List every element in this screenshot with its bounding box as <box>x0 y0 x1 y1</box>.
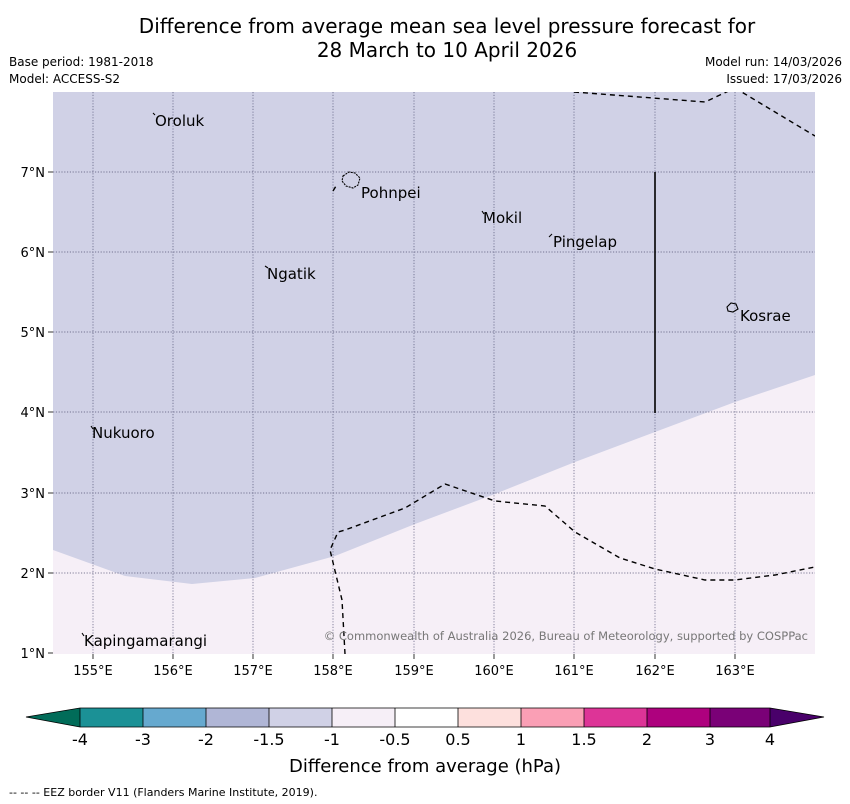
kapinga-island-mark <box>81 632 85 637</box>
issued-date: Issued: 17/03/2026 <box>726 72 842 86</box>
title-line-1: Difference from average mean sea level p… <box>138 14 756 38</box>
colorbar-title: Difference from average (hPa) <box>289 756 561 777</box>
eez-borders <box>329 92 815 654</box>
lat-label-4: 4°N <box>21 406 46 421</box>
colorbar-bin-3 <box>206 708 269 727</box>
lon-label-159: 159°E <box>394 664 434 679</box>
colorbar-label-7: 0.5 <box>445 730 470 749</box>
map-fill-layer: Oroluk Pohnpei Mokil Pingelap Ngatik Kos… <box>53 92 815 654</box>
colorbar-label-6: -0.5 <box>379 730 410 749</box>
label-kapingamarangi: Kapingamarangi <box>84 632 207 650</box>
eez-border-south <box>329 483 815 654</box>
title-line-2: 28 March to 10 April 2026 <box>316 38 578 62</box>
colorbar-bin-4 <box>269 708 332 727</box>
colorbar-label-2: -3 <box>135 730 151 749</box>
colorbar-label-1: -4 <box>72 730 88 749</box>
colorbar-under-arrow <box>26 708 80 727</box>
lon-label-155: 155°E <box>73 664 113 679</box>
lon-label-158: 158°E <box>313 664 353 679</box>
colorbar-bin-5 <box>332 708 395 727</box>
metadata-left: Base period: 1981-2018 Model: ACCESS-S2 <box>9 54 154 88</box>
lat-label-7: 7°N <box>21 166 46 181</box>
lat-label-5: 5°N <box>21 326 46 341</box>
islands <box>81 112 739 637</box>
colorbar-label-5: -1 <box>324 730 340 749</box>
fill-region-lavender <box>53 92 815 584</box>
colorbar-label-12: 4 <box>765 730 775 749</box>
lon-label-160: 160°E <box>474 664 514 679</box>
base-period: Base period: 1981-2018 <box>9 55 154 69</box>
nukuoro-island-mark <box>90 425 94 430</box>
footer-legend: -- -- -- EEZ border V11 (Flanders Marine… <box>9 786 318 799</box>
colorbar-label-10: 2 <box>642 730 652 749</box>
model-name: Model: ACCESS-S2 <box>9 72 121 86</box>
colorbar-bin-6 <box>395 708 458 727</box>
colorbar-label-11: 3 <box>705 730 715 749</box>
lat-label-6: 6°N <box>21 246 46 261</box>
lon-label-161: 161°E <box>554 664 594 679</box>
label-ngatik: Ngatik <box>267 265 316 283</box>
eez-border-top <box>573 92 729 103</box>
colorbar-bin-1 <box>80 708 143 727</box>
eez-border-pohnpei-stub <box>332 185 337 192</box>
lon-label-163: 163°E <box>715 664 755 679</box>
mokil-island-mark <box>481 210 485 215</box>
pohnpei-island-outline <box>341 171 361 189</box>
pingelap-island-mark <box>548 233 553 238</box>
map-title: Difference from average mean sea level p… <box>0 14 850 62</box>
metadata-right: Model run: 14/03/2026 Issued: 17/03/2026 <box>705 54 842 88</box>
colorbar-bin-11 <box>710 708 770 727</box>
label-kosrae: Kosrae <box>740 307 791 325</box>
label-pingelap: Pingelap <box>553 233 617 251</box>
label-mokil: Mokil <box>483 209 522 227</box>
colorbar-label-3: -2 <box>198 730 214 749</box>
colorbar-bin-9 <box>584 708 647 727</box>
colorbar: -4 -3 -2 -1.5 -1 -0.5 0.5 1 1.5 2 3 4 Di… <box>25 707 825 777</box>
lat-label-2: 2°N <box>21 567 46 582</box>
colorbar-label-8: 1 <box>516 730 526 749</box>
label-pohnpei: Pohnpei <box>361 184 421 202</box>
ngatik-island-mark <box>264 265 269 269</box>
oroluk-island-mark <box>152 112 156 116</box>
colorbar-label-9: 1.5 <box>571 730 596 749</box>
colorbar-label-4: -1.5 <box>253 730 284 749</box>
colorbar-over-arrow <box>770 708 824 727</box>
eez-border-top-right <box>740 92 815 137</box>
lat-label-1: 1°N <box>21 647 46 662</box>
copyright-notice: © Commonwealth of Australia 2026, Bureau… <box>324 629 808 643</box>
lon-label-157: 157°E <box>233 664 273 679</box>
label-nukuoro: Nukuoro <box>92 424 155 442</box>
lon-label-156: 156°E <box>153 664 193 679</box>
colorbar-bin-10 <box>647 708 710 727</box>
colorbar-bin-2 <box>143 708 206 727</box>
label-oroluk: Oroluk <box>155 112 204 130</box>
kosrae-island-outline <box>726 302 739 313</box>
colorbar-bin-7 <box>458 708 521 727</box>
model-run: Model run: 14/03/2026 <box>704 55 842 69</box>
axis-ticks <box>48 171 736 659</box>
lon-label-162: 162°E <box>635 664 675 679</box>
lat-label-3: 3°N <box>21 487 46 502</box>
colorbar-bin-8 <box>521 708 584 727</box>
